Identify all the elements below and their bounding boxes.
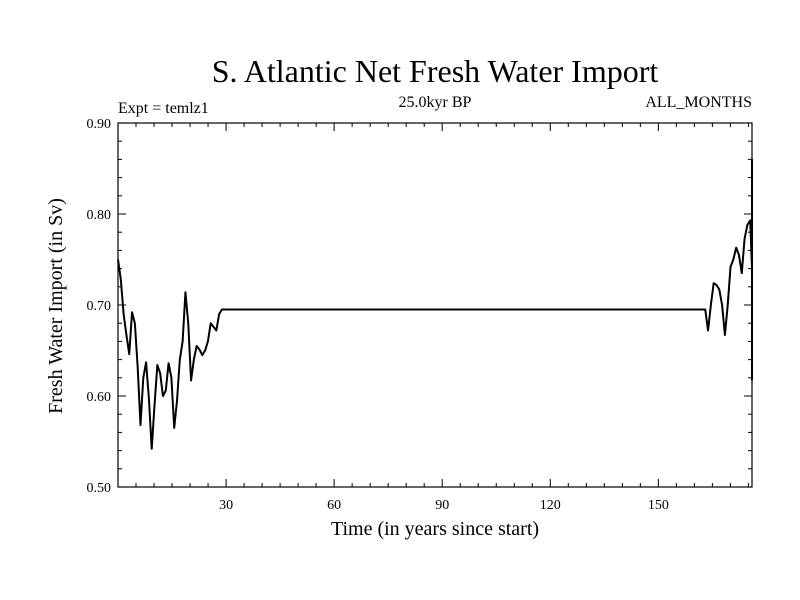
- y-tick-label: 0.70: [87, 299, 112, 314]
- chart-title: S. Atlantic Net Fresh Water Import: [212, 53, 659, 89]
- time-period-label: 25.0kyr BP: [399, 94, 472, 111]
- x-tick-label: 120: [540, 498, 561, 513]
- y-tick-label: 0.50: [87, 481, 112, 496]
- series-line: [117, 158, 753, 450]
- x-tick-label: 90: [435, 498, 449, 513]
- x-tick-label: 150: [648, 498, 669, 513]
- plot-frame: [117, 122, 753, 488]
- x-axis-label: Time (in years since start): [331, 518, 539, 540]
- y-tick-label: 0.90: [87, 117, 112, 132]
- y-tick-label: 0.80: [87, 208, 112, 223]
- x-tick-label: 30: [219, 498, 233, 513]
- x-tick-label: 60: [327, 498, 341, 513]
- y-tick-label: 0.60: [87, 390, 112, 405]
- y-axis-label: Fresh Water Import (in Sv): [45, 198, 67, 414]
- experiment-label: Expt = temlz1: [118, 100, 209, 117]
- months-label: ALL_MONTHS: [645, 94, 752, 111]
